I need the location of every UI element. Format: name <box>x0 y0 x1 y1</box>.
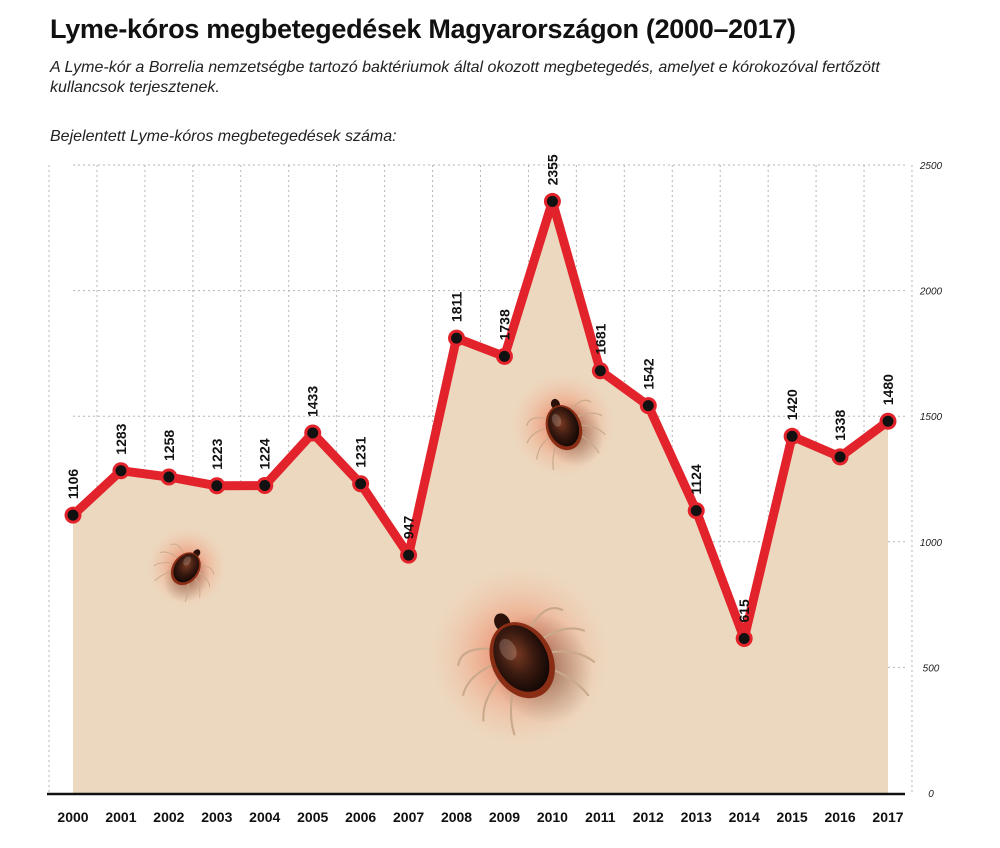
x-tick-label: 2009 <box>489 809 520 825</box>
tick-leg <box>457 647 494 667</box>
tick-highlight <box>183 556 192 566</box>
x-tick-label: 2012 <box>633 809 664 825</box>
x-tick-label: 2017 <box>872 809 903 825</box>
x-tick-label: 2006 <box>345 809 376 825</box>
x-tick-label: 2005 <box>297 809 328 825</box>
value-labels: 1106 1283 1258 1223 1224 1433 1231 947 1811 1738 2… <box>65 154 896 622</box>
tick-icon <box>429 565 611 747</box>
y-tick-labels: 0 500 1000 1500 2000 2500 <box>919 161 943 800</box>
tick-leg <box>538 627 586 642</box>
area-fill <box>73 201 888 793</box>
y-tick-label: 500 <box>923 663 940 674</box>
x-tick-label: 2011 <box>585 809 616 825</box>
tick-leg <box>574 412 603 419</box>
data-point <box>115 465 127 477</box>
x-tick-label: 2008 <box>441 809 472 825</box>
data-label: 1283 <box>113 423 129 454</box>
data-point <box>163 471 175 483</box>
x-tick-labels: 2000 2001 2002 2003 2004 2005 2006 2007 2008 2009… <box>57 809 903 825</box>
tick-body <box>173 553 200 583</box>
chart-subtitle: A Lyme-kór a Borrelia nemzetségbe tartoz… <box>50 59 880 96</box>
x-tick-label: 2001 <box>105 809 136 825</box>
data-label: 1420 <box>784 389 800 420</box>
tick-leg <box>526 417 549 426</box>
data-point <box>259 480 271 492</box>
tick-highlight <box>551 413 562 427</box>
data-label: 1542 <box>640 358 656 389</box>
x-tick-label: 2015 <box>777 809 808 825</box>
data-point <box>738 633 750 645</box>
tick-leg <box>170 543 185 556</box>
x-tick-label: 2007 <box>393 809 424 825</box>
decorations <box>147 372 616 747</box>
x-tick-label: 2004 <box>249 809 280 825</box>
y-tick-label: 2500 <box>919 161 943 172</box>
tick-icon <box>510 372 616 478</box>
data-label: 2355 <box>544 154 560 185</box>
x-tick-label: 2002 <box>153 809 184 825</box>
x-tick-label: 2016 <box>824 809 855 825</box>
data-point <box>546 195 558 207</box>
x-tick-label: 2000 <box>57 809 88 825</box>
x-tick-label: 2003 <box>201 809 232 825</box>
data-point <box>882 415 894 427</box>
data-label: 1124 <box>688 464 704 495</box>
data-label: 1224 <box>257 438 273 469</box>
tick-body <box>493 625 550 692</box>
tick-leg <box>528 607 564 631</box>
y-tick-label: 0 <box>928 789 934 800</box>
data-point <box>690 505 702 517</box>
data-label: 1738 <box>496 309 512 340</box>
tick-body <box>547 406 580 447</box>
data-label: 1258 <box>161 430 177 461</box>
data-point <box>786 430 798 442</box>
series-caption: Bejelentett Lyme-kóros megbetegedések sz… <box>50 128 397 145</box>
data-point <box>403 549 415 561</box>
data-label: 1338 <box>832 410 848 441</box>
y-tick-label: 2000 <box>919 287 943 298</box>
data-label: 1223 <box>209 438 225 469</box>
data-point <box>642 400 654 412</box>
tick-leg <box>159 551 180 560</box>
data-point <box>67 509 79 521</box>
markers <box>64 192 897 648</box>
tick-leg <box>196 571 211 588</box>
data-label: 1106 <box>65 469 81 500</box>
chart-title: Lyme-kóros megbetegedések Magyarországon… <box>50 14 796 44</box>
data-point <box>594 365 606 377</box>
x-tick-label: 2014 <box>729 809 760 825</box>
data-label: 1231 <box>353 436 369 467</box>
data-label: 1433 <box>305 386 321 417</box>
data-point <box>211 480 223 492</box>
data-point <box>307 427 319 439</box>
data-label: 1681 <box>592 323 608 354</box>
data-label: 1480 <box>880 374 896 405</box>
x-tick-label: 2013 <box>681 809 712 825</box>
data-point <box>498 350 510 362</box>
y-tick-label: 1000 <box>920 538 943 549</box>
data-label: 947 <box>401 516 417 540</box>
x-tick-label: 2010 <box>537 809 568 825</box>
y-tick-label: 1500 <box>920 412 943 423</box>
data-label: 1811 <box>449 291 465 322</box>
data-point <box>834 451 846 463</box>
tick-highlight <box>499 638 517 661</box>
data-label: 615 <box>736 599 752 623</box>
tick-leg <box>462 662 498 696</box>
tick-icon <box>147 527 227 607</box>
data-point <box>355 478 367 490</box>
tick-leg <box>526 426 550 444</box>
data-point <box>451 332 463 344</box>
tick-leg <box>570 399 592 412</box>
tick-leg <box>198 564 215 575</box>
